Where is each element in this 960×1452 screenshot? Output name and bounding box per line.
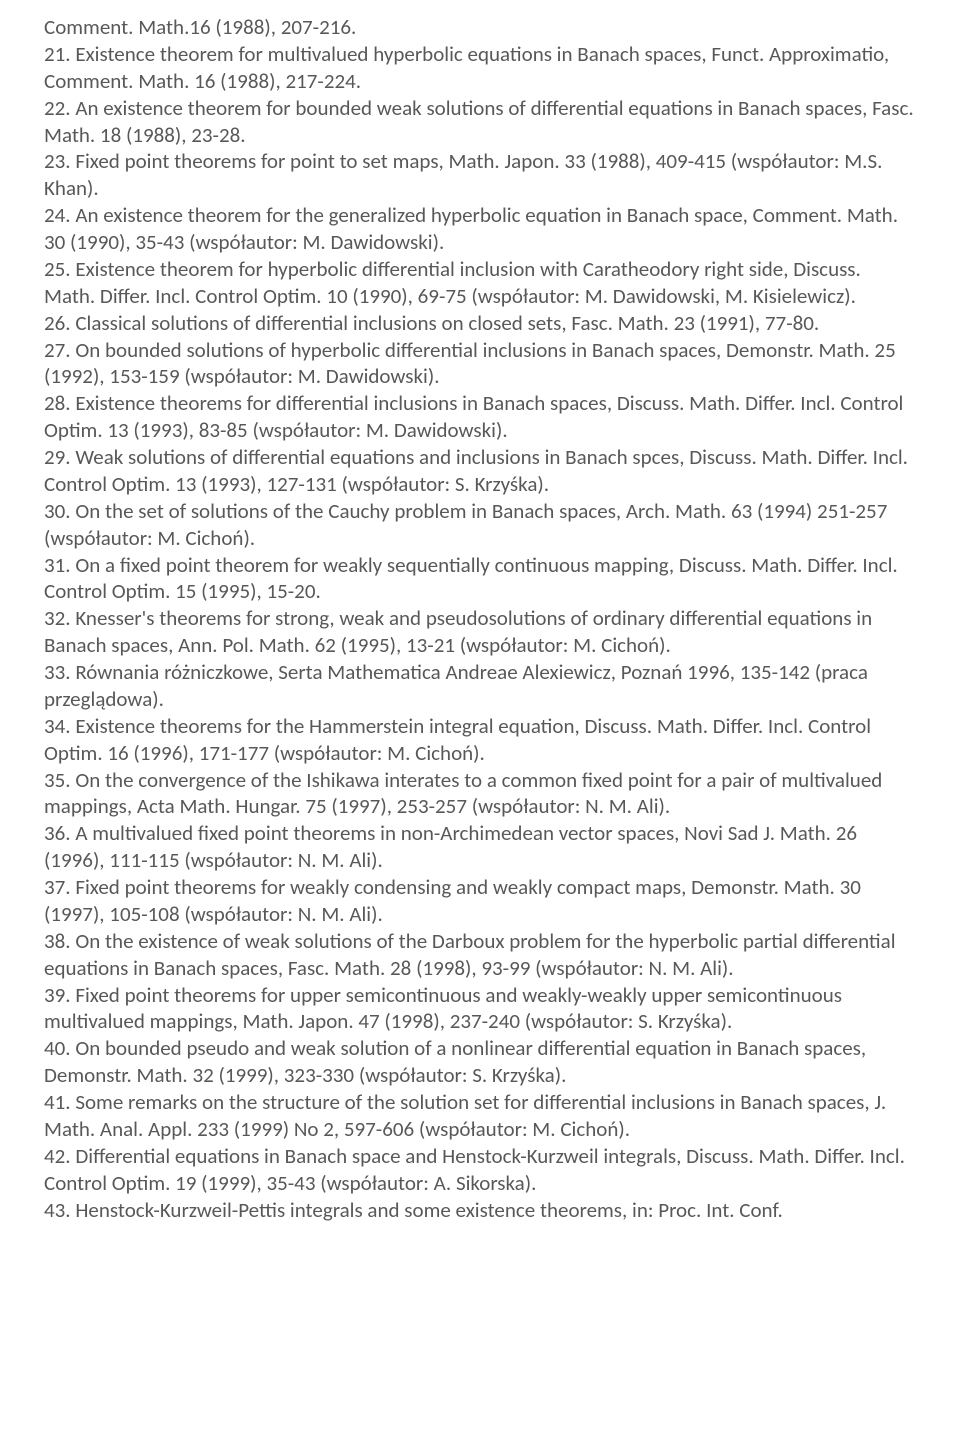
bibliography-entry: 40. On bounded pseudo and weak solution … [44, 1035, 916, 1089]
bibliography-entry: 27. On bounded solutions of hyperbolic d… [44, 337, 916, 391]
bibliography-entry: 42. Differential equations in Banach spa… [44, 1143, 916, 1197]
bibliography-entry: 26. Classical solutions of differential … [44, 310, 916, 337]
bibliography-entry: 32. Knesser's theorems for strong, weak … [44, 605, 916, 659]
bibliography-entry: 39. Fixed point theorems for upper semic… [44, 982, 916, 1036]
bibliography-entry: 34. Existence theorems for the Hammerste… [44, 713, 916, 767]
entries-container: 21. Existence theorem for multivalued hy… [44, 41, 916, 1224]
bibliography-entry: 36. A multivalued fixed point theorems i… [44, 820, 916, 874]
bibliography-entry: 28. Existence theorems for differential … [44, 390, 916, 444]
bibliography-list: Comment. Math.16 (1988), 207-216. 21. Ex… [44, 14, 916, 1223]
bibliography-entry: 21. Existence theorem for multivalued hy… [44, 41, 916, 95]
lead-in-line: Comment. Math.16 (1988), 207-216. [44, 14, 916, 41]
bibliography-entry: 41. Some remarks on the structure of the… [44, 1089, 916, 1143]
bibliography-entry: 24. An existence theorem for the general… [44, 202, 916, 256]
bibliography-entry: 35. On the convergence of the Ishikawa i… [44, 767, 916, 821]
bibliography-entry: 29. Weak solutions of differential equat… [44, 444, 916, 498]
bibliography-entry: 38. On the existence of weak solutions o… [44, 928, 916, 982]
bibliography-entry: 25. Existence theorem for hyperbolic dif… [44, 256, 916, 310]
bibliography-entry: 23. Fixed point theorems for point to se… [44, 148, 916, 202]
bibliography-entry: 31. On a fixed point theorem for weakly … [44, 552, 916, 606]
bibliography-entry: 33. Równania różniczkowe, Serta Mathemat… [44, 659, 916, 713]
bibliography-entry: 30. On the set of solutions of the Cauch… [44, 498, 916, 552]
bibliography-entry: 22. An existence theorem for bounded wea… [44, 95, 916, 149]
bibliography-entry: 43. Henstock-Kurzweil-Pettis integrals a… [44, 1197, 916, 1224]
bibliography-entry: 37. Fixed point theorems for weakly cond… [44, 874, 916, 928]
